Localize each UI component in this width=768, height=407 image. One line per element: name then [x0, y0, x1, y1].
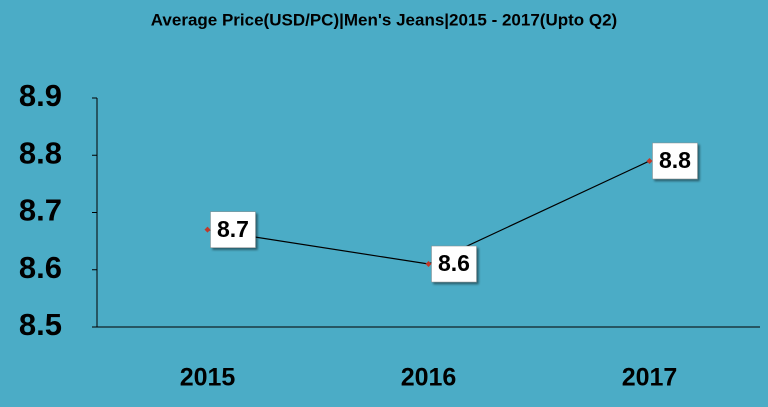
y-tick-label: 8.9 — [19, 78, 62, 113]
chart-title: Average Price(USD/PC)|Men's Jeans|2015 -… — [151, 10, 617, 29]
x-tick-label: 2017 — [622, 364, 678, 392]
point-marker — [204, 226, 211, 233]
y-tick-label: 8.5 — [19, 307, 62, 342]
x-tick-label: 2015 — [180, 364, 236, 392]
y-tick-label: 8.6 — [19, 250, 62, 285]
data-label: 8.6 — [438, 250, 470, 276]
data-label-box — [431, 245, 477, 283]
point-marker — [425, 261, 432, 268]
x-tick-label: 2016 — [401, 364, 457, 392]
data-label: 8.7 — [217, 216, 249, 242]
y-tick-label: 8.8 — [19, 135, 62, 170]
data-label: 8.8 — [659, 147, 691, 173]
data-label-box — [652, 142, 698, 180]
y-tick-label: 8.7 — [19, 193, 62, 228]
point-marker — [646, 157, 653, 164]
data-label-box — [210, 211, 256, 248]
